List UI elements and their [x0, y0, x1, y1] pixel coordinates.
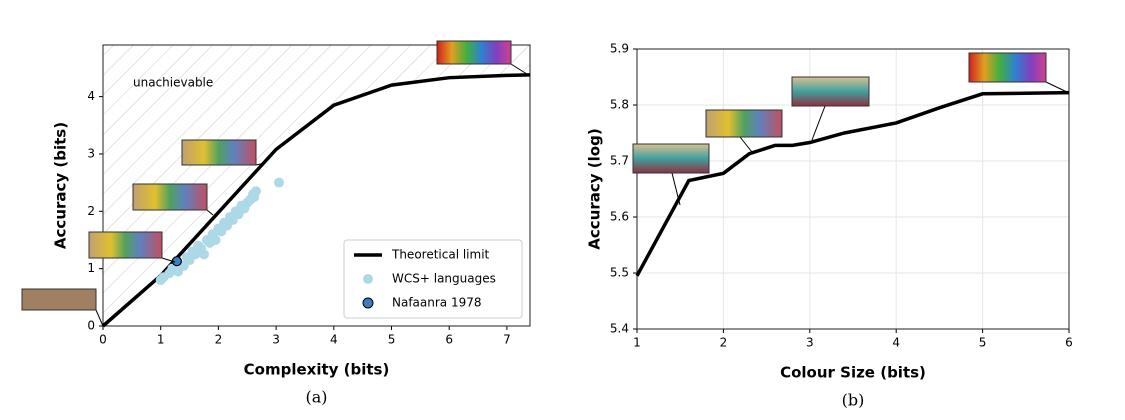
thumbnail	[88, 231, 163, 259]
y-tick-label: 0	[87, 319, 95, 333]
thumbnail	[132, 183, 208, 211]
line	[101, 73, 531, 328]
plot-frame	[102, 44, 531, 327]
leader-line	[255, 162, 266, 166]
x-tick-label: 2	[215, 333, 223, 347]
caption: (b)	[842, 391, 865, 410]
thumbnail	[436, 40, 512, 65]
thumbnail	[705, 109, 783, 138]
leader-line	[161, 257, 176, 263]
legend-label: Nafaanra 1978	[392, 296, 482, 310]
x-tick-label: 1	[157, 333, 165, 347]
leader-line	[510, 63, 531, 77]
x-axis-title: Complexity (bits)	[244, 361, 390, 379]
leader-line	[671, 172, 681, 206]
point	[210, 234, 221, 245]
leader-line	[95, 309, 104, 327]
legend-label: Theoretical limit	[391, 248, 490, 262]
thumbnail	[968, 52, 1047, 83]
x-tick-label: 2	[720, 336, 728, 350]
y-tick-label: 2	[87, 204, 95, 218]
thumbnails	[21, 40, 1070, 327]
x-tick-label: 1	[633, 336, 641, 350]
y-tick-label: 5.6	[610, 210, 629, 224]
leader-line	[811, 105, 826, 141]
leader-line	[1045, 81, 1070, 94]
thumbnail	[181, 139, 257, 166]
point	[198, 249, 209, 260]
x-tick-label: 5	[979, 336, 987, 350]
x-tick-label: 6	[445, 333, 453, 347]
caption: (a)	[305, 388, 327, 407]
legend-swatch	[363, 274, 373, 284]
x-tick-label: 3	[806, 336, 814, 350]
y-tick-label: 1	[87, 261, 95, 275]
x-tick-label: 3	[272, 333, 280, 347]
thumbnail	[21, 288, 97, 311]
y-tick-label: 5.7	[610, 154, 629, 168]
y-tick-label: 5.4	[610, 322, 629, 336]
y-axis-title: Accuracy (log)	[586, 128, 604, 249]
y-tick-label: 3	[87, 146, 95, 160]
y-tick-label: 5.5	[610, 266, 629, 280]
legend-label: WCS+ languages	[392, 272, 496, 286]
plot-frame	[636, 48, 1070, 330]
plot-layer: unachievable 0 1 2 3 4 0 1 2 3 4 5 6 7 Theoretical lim…	[52, 42, 1073, 410]
x-tick-label: 5	[388, 333, 396, 347]
line	[635, 90, 1070, 277]
y-tick-label: 5.8	[610, 98, 629, 112]
legend-box	[343, 239, 523, 319]
point	[273, 177, 284, 188]
x-tick-label: 0	[99, 333, 107, 347]
legend-swatch	[362, 297, 374, 309]
x-tick-label: 4	[330, 333, 338, 347]
x-axis-title: Colour Size (bits)	[780, 364, 926, 382]
x-tick-label: 4	[892, 336, 900, 350]
unachievable-region	[103, 45, 530, 326]
leader-line	[206, 209, 214, 216]
annotation: unachievable	[133, 76, 213, 90]
x-tick-label: 7	[503, 333, 511, 347]
leader-line	[739, 136, 753, 153]
y-tick-label: 4	[87, 89, 95, 103]
point	[250, 186, 261, 197]
x-tick-label: 6	[1065, 336, 1073, 350]
thumbnail	[632, 143, 710, 174]
y-axis-title: Accuracy (bits)	[52, 122, 70, 249]
y-tick-label: 5.9	[610, 42, 629, 56]
thumbnail	[791, 76, 870, 107]
